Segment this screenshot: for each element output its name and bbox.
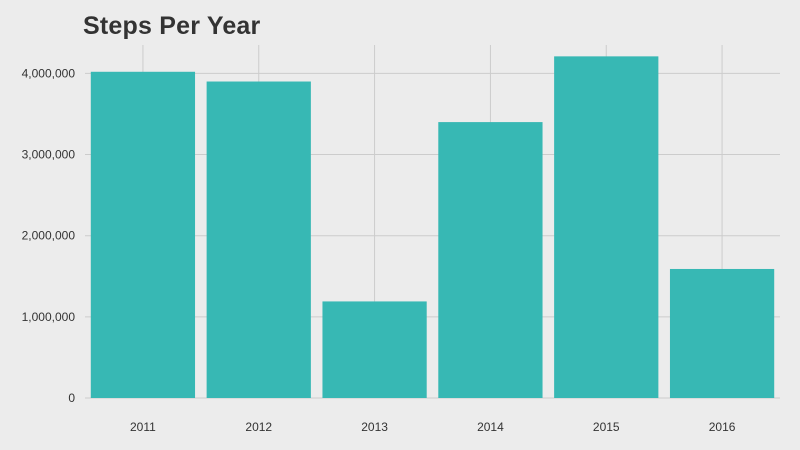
y-tick-label: 0 bbox=[68, 391, 75, 405]
y-tick-label: 4,000,000 bbox=[22, 66, 76, 80]
x-tick-label: 2016 bbox=[709, 420, 736, 434]
y-tick-label: 1,000,000 bbox=[22, 310, 76, 324]
x-tick-label: 2013 bbox=[361, 420, 388, 434]
y-tick-label: 3,000,000 bbox=[22, 148, 76, 162]
chart-title: Steps Per Year bbox=[83, 12, 261, 40]
x-tick-label: 2014 bbox=[477, 420, 504, 434]
bar-2013 bbox=[322, 301, 427, 398]
bars-layer bbox=[90, 56, 775, 399]
bar-2012 bbox=[206, 81, 311, 398]
x-axis-ticks: 2011 2012 2013 2014 2015 2016 bbox=[130, 420, 736, 434]
bar-2014 bbox=[438, 122, 543, 399]
x-tick-label: 2015 bbox=[593, 420, 620, 434]
bar-2011 bbox=[90, 71, 196, 399]
y-axis-ticks: 0 1,000,000 2,000,000 3,000,000 4,000,000 bbox=[22, 66, 76, 405]
y-tick-label: 2,000,000 bbox=[22, 229, 76, 243]
x-tick-label: 2011 bbox=[130, 420, 156, 434]
bar-2016 bbox=[669, 268, 775, 398]
bar-2015 bbox=[554, 56, 659, 398]
x-tick-label: 2012 bbox=[245, 420, 272, 434]
